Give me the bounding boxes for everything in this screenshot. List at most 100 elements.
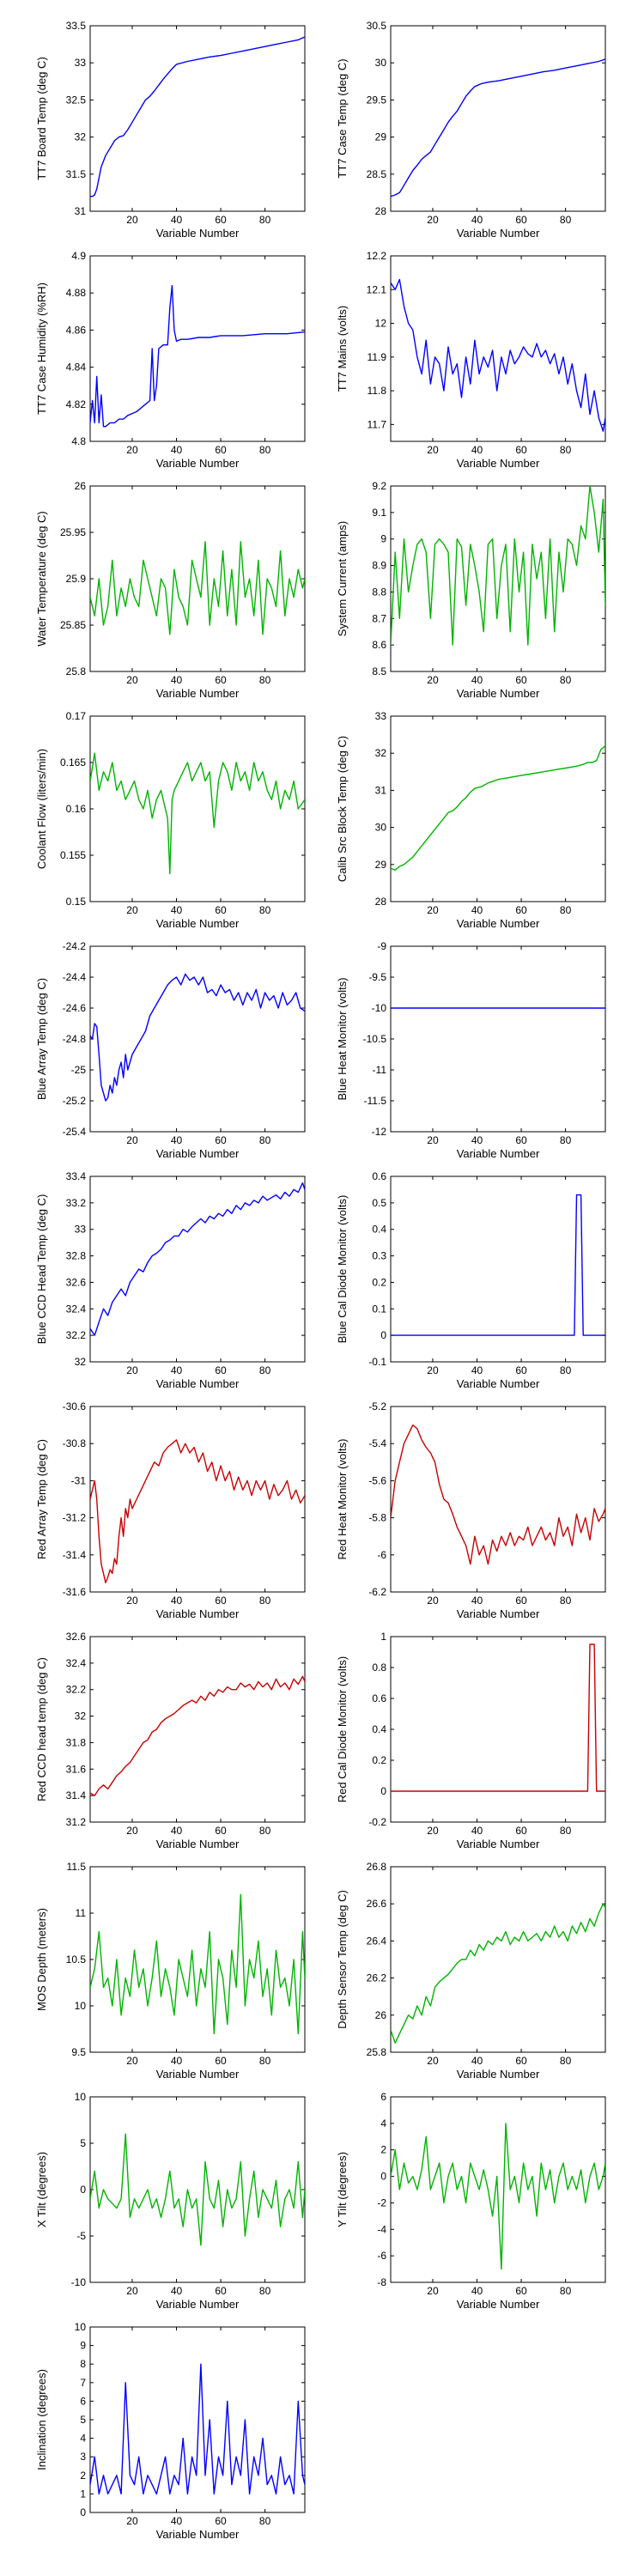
x-tick-label: 80 <box>560 674 572 686</box>
y-tick-label: 31.5 <box>66 168 87 180</box>
x-tick-label: 40 <box>171 1825 183 1837</box>
y-tick-label: 4.86 <box>66 324 87 336</box>
x-axis-label: Variable Number <box>457 2068 540 2081</box>
x-tick-label: 20 <box>427 1825 439 1837</box>
y-tick-label: -25.2 <box>63 1095 87 1107</box>
y-axis-label: Y Tilt (degrees) <box>336 2152 349 2227</box>
y-tick-label: 3 <box>80 2451 86 2463</box>
y-tick-label: -25 <box>71 1064 87 1076</box>
x-tick-label: 60 <box>215 444 227 456</box>
y-tick-label: 0.155 <box>60 849 86 861</box>
x-tick-label: 60 <box>515 1595 527 1607</box>
y-tick-label: -5.8 <box>368 1512 386 1524</box>
y-tick-label: 31.6 <box>66 1763 87 1775</box>
y-axis-label: MOS Depth (meters) <box>35 1908 48 2011</box>
x-tick-label: 60 <box>515 1134 527 1146</box>
y-tick-label: 25.85 <box>60 619 86 631</box>
y-tick-label: 9 <box>380 533 386 545</box>
chart-panel-20: 20 40 60 80 -8 -6 -4 -2 0 2 4 6 Variable Number Y Til… <box>336 2091 606 2311</box>
y-axis-label: Blue Cal Diode Monitor (volts) <box>336 1195 349 1344</box>
x-tick-label: 40 <box>171 1364 183 1376</box>
y-tick-label: -0.2 <box>368 1816 386 1828</box>
y-tick-label: 25.8 <box>367 2046 387 2058</box>
y-tick-label: 26.8 <box>367 1861 387 1873</box>
y-tick-label: 12 <box>375 318 387 330</box>
y-tick-label: 0.17 <box>66 710 87 722</box>
plot-frame <box>390 485 606 672</box>
x-tick-label: 20 <box>427 2055 439 2067</box>
x-axis-label: Variable Number <box>156 2068 240 2081</box>
y-tick-label: -6.2 <box>368 1586 386 1598</box>
x-tick-label: 40 <box>471 214 483 226</box>
y-tick-label: 12.1 <box>367 283 387 295</box>
series-line <box>391 1903 605 2044</box>
x-tick-label: 80 <box>259 904 271 916</box>
y-tick-label: -11 <box>373 1064 387 1076</box>
y-tick-label: 32 <box>375 747 387 759</box>
plot-frame <box>89 1636 306 1823</box>
y-tick-label: 0.5 <box>372 1197 386 1209</box>
y-tick-label: 4.88 <box>66 287 87 299</box>
x-tick-label: 40 <box>171 904 183 916</box>
y-axis-label: TT7 Board Temp (deg C) <box>35 57 48 180</box>
chart-panel-9: 20 40 60 80 -25.4 -25.2 -25 -24.8 -24.6 -24.4 -24.… <box>35 940 306 1160</box>
y-axis-label: Depth Sensor Temp (deg C) <box>336 1890 349 2029</box>
y-tick-label: -5.2 <box>368 1400 386 1413</box>
plot-frame <box>390 25 606 212</box>
y-tick-label: 2 <box>380 2144 386 2156</box>
chart-panel-10: 20 40 60 80 -12 -11.5 -11 -10.5 -10 -9.5 -9 Variabl… <box>336 940 606 1160</box>
x-axis-label: Variable Number <box>156 227 240 240</box>
x-tick-label: 20 <box>126 1595 138 1607</box>
series-line <box>90 2133 305 2246</box>
y-tick-label: 33 <box>375 710 387 722</box>
x-tick-label: 80 <box>560 904 572 916</box>
x-tick-label: 20 <box>427 2285 439 2297</box>
series-line <box>391 278 605 432</box>
x-axis-label: Variable Number <box>156 687 240 700</box>
x-tick-label: 40 <box>171 214 183 226</box>
x-tick-label: 40 <box>471 1364 483 1376</box>
y-tick-label: 28 <box>375 205 387 217</box>
y-tick-label: 31.4 <box>66 1789 87 1801</box>
y-tick-label: -5 <box>76 2230 86 2242</box>
chart-panel-1: 20 40 60 80 31 31.5 32 32.5 33 33.5 Variable Numbe… <box>35 20 306 240</box>
x-tick-label: 80 <box>259 214 271 226</box>
y-tick-label: 4.82 <box>66 398 87 410</box>
series-line <box>90 36 305 197</box>
chart-panel-4: 20 40 60 80 11.7 11.8 11.9 12 12.1 12.2 Variable N… <box>336 250 606 470</box>
y-tick-label: 26.2 <box>367 1972 387 1984</box>
chart-panel-17: 20 40 60 80 9.5 10 10.5 11 11.5 Variable Number MO… <box>35 1861 306 2081</box>
chart-panel-13: 20 40 60 80 -31.6 -31.4 -31.2 -31 -30.8 -30.6 Vari… <box>35 1400 306 1620</box>
chart-panel-15: 20 40 60 80 31.2 31.4 31.6 31.8 32 32.2 32.4 32.6 Va… <box>35 1631 306 1850</box>
y-tick-label: 4.8 <box>71 435 86 447</box>
plot-frame <box>390 1176 606 1363</box>
x-tick-label: 60 <box>515 1825 527 1837</box>
y-tick-label: 9 <box>80 2340 86 2352</box>
x-axis-label: Variable Number <box>457 1147 540 1160</box>
series-line <box>90 1439 305 1583</box>
y-tick-label: 0 <box>380 2171 386 2183</box>
series-line <box>90 284 305 428</box>
y-tick-label: 32.4 <box>66 1657 87 1669</box>
plot-frame <box>89 945 306 1133</box>
y-axis-label: TT7 Mains (volts) <box>336 306 349 392</box>
plot-frame <box>89 1176 306 1363</box>
x-tick-label: 40 <box>471 904 483 916</box>
plot-frame <box>89 25 306 212</box>
y-tick-label: 0.8 <box>372 1662 386 1674</box>
y-tick-label: 31.2 <box>66 1816 87 1828</box>
y-axis-label: X Tilt (degrees) <box>35 2152 48 2227</box>
y-tick-label: 11 <box>76 1907 87 1919</box>
y-axis-label: Red CCD head temp (deg C) <box>35 1657 48 1801</box>
x-tick-label: 80 <box>560 214 572 226</box>
x-tick-label: 80 <box>259 1595 271 1607</box>
y-tick-label: -5.4 <box>368 1437 386 1449</box>
x-tick-label: 40 <box>171 1595 183 1607</box>
x-tick-label: 20 <box>126 2055 138 2067</box>
x-axis-label: Variable Number <box>156 1607 240 1620</box>
y-tick-label: -30.6 <box>63 1400 87 1413</box>
x-axis-label: Variable Number <box>457 1838 540 1850</box>
x-tick-label: 60 <box>515 2285 527 2297</box>
x-axis-label: Variable Number <box>457 2298 540 2311</box>
y-tick-label: 28 <box>375 896 387 908</box>
